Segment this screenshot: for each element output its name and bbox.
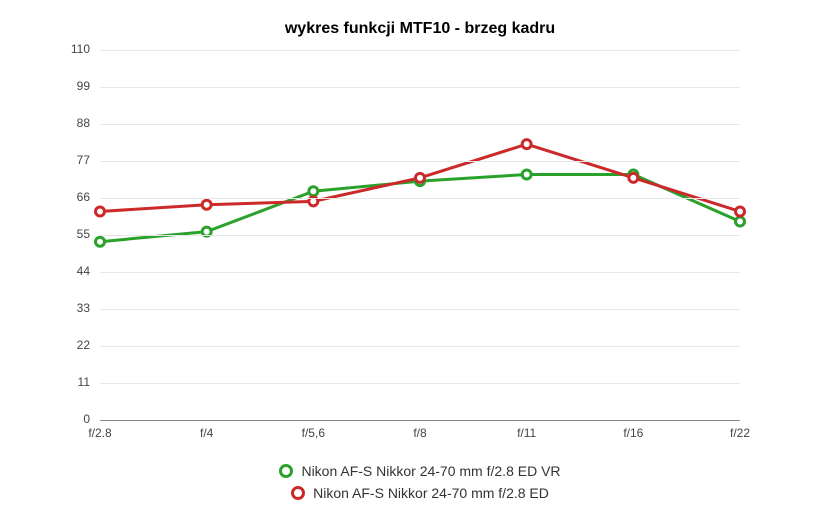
gridline: [100, 272, 740, 273]
y-axis-label: 66: [50, 190, 90, 204]
y-axis-label: 110: [50, 42, 90, 56]
y-axis-label: 99: [50, 79, 90, 93]
y-axis-label: 11: [50, 375, 90, 389]
gridline: [100, 50, 740, 51]
gridline: [100, 383, 740, 384]
x-axis-label: f/11: [497, 426, 557, 440]
gridline: [100, 87, 740, 88]
legend: Nikon AF-S Nikkor 24-70 mm f/2.8 ED VR Ni…: [0, 460, 840, 504]
series-marker: [736, 217, 745, 226]
series-marker: [522, 140, 531, 149]
legend-label: Nikon AF-S Nikkor 24-70 mm f/2.8 ED: [313, 485, 549, 501]
plot-area: [100, 50, 740, 421]
gridline: [100, 161, 740, 162]
y-axis-label: 77: [50, 153, 90, 167]
x-axis-label: f/4: [177, 426, 237, 440]
series-marker: [736, 207, 745, 216]
chart-page: wykres funkcji MTF10 - brzeg kadru Nikon…: [0, 0, 840, 530]
y-axis-label: 55: [50, 227, 90, 241]
gridline: [100, 309, 740, 310]
y-axis-label: 33: [50, 301, 90, 315]
gridline: [100, 198, 740, 199]
series-marker: [96, 207, 105, 216]
gridline: [100, 235, 740, 236]
y-axis-label: 22: [50, 338, 90, 352]
series-marker: [309, 187, 318, 196]
chart-title: wykres funkcji MTF10 - brzeg kadru: [0, 20, 840, 38]
series-marker: [416, 173, 425, 182]
gridline: [100, 124, 740, 125]
y-axis-label: 44: [50, 264, 90, 278]
x-axis-label: f/2.8: [70, 426, 130, 440]
series-marker: [202, 200, 211, 209]
series-marker: [96, 237, 105, 246]
legend-marker-icon: [291, 486, 305, 500]
series-marker: [629, 173, 638, 182]
legend-item: Nikon AF-S Nikkor 24-70 mm f/2.8 ED VR: [279, 460, 560, 482]
gridline: [100, 346, 740, 347]
series-marker: [522, 170, 531, 179]
x-axis-label: f/22: [710, 426, 770, 440]
legend-item: Nikon AF-S Nikkor 24-70 mm f/2.8 ED: [291, 482, 549, 504]
y-axis-label: 0: [50, 412, 90, 426]
x-axis-label: f/16: [603, 426, 663, 440]
x-axis-label: f/5,6: [283, 426, 343, 440]
legend-marker-icon: [279, 464, 293, 478]
legend-label: Nikon AF-S Nikkor 24-70 mm f/2.8 ED VR: [301, 463, 560, 479]
x-axis-label: f/8: [390, 426, 450, 440]
y-axis-label: 88: [50, 116, 90, 130]
